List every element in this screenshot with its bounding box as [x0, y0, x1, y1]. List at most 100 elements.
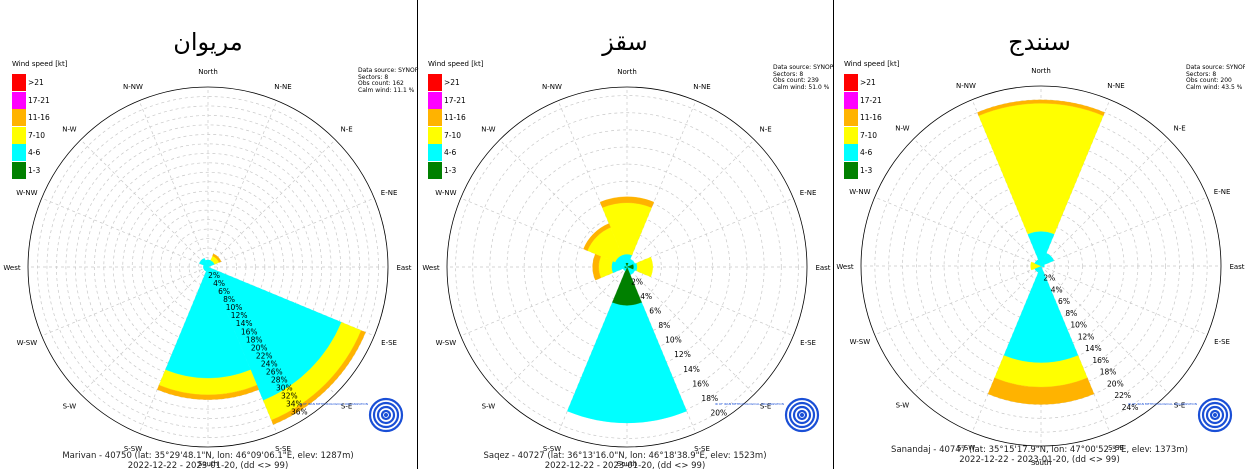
- legend-item: 11-16: [12, 109, 52, 126]
- tick-label: 20%: [711, 408, 728, 417]
- meteorological-organization-logo-icon: IR OF IRAN METEOROLOGICAL ORGANIZATION: [299, 399, 402, 431]
- legend-item: 11-16: [844, 109, 884, 126]
- tick-label: 22%: [1114, 391, 1131, 400]
- legend-swatch: [844, 144, 858, 161]
- logo-text: IR OF IRAN METEOROLOGICAL ORGANIZATION: [715, 402, 784, 406]
- legend-label: 4-6: [444, 148, 456, 157]
- tick-label: 8%: [1065, 309, 1077, 318]
- legend-swatch: [12, 92, 26, 109]
- legend-label: 17-21: [444, 96, 466, 105]
- tick-label: 6%: [1058, 297, 1070, 306]
- footer-line: 2022-12-22 - 2023-01-20, (dd <> 99): [418, 462, 832, 471]
- legend-label: 7-10: [860, 131, 877, 140]
- legend-label: 11-16: [28, 113, 50, 122]
- chart-title: سنندج: [834, 28, 1245, 56]
- legend-item: >21: [844, 74, 884, 91]
- legend-swatch: [844, 162, 858, 179]
- legend-swatch: [12, 127, 26, 144]
- legend-title: Wind speed [kt]: [844, 60, 899, 68]
- legend-swatch: [12, 144, 26, 161]
- tick-label: 2%: [631, 278, 643, 287]
- direction-label: W-SW: [17, 339, 38, 347]
- direction-label: S-W: [896, 402, 910, 410]
- legend-swatch: [428, 92, 442, 109]
- direction-label: E-SE: [1214, 338, 1230, 346]
- chart-title: سقز: [418, 28, 832, 56]
- tick-label: 4%: [1051, 285, 1063, 294]
- legend-swatch: [428, 74, 442, 91]
- grid-radial: [42, 198, 208, 267]
- legend-label: 4-6: [860, 148, 872, 157]
- legend-title: Wind speed [kt]: [12, 60, 67, 68]
- direction-label: East: [815, 264, 830, 272]
- tick-label: 16%: [1092, 356, 1109, 365]
- data-source-info: Data source: SYNOP Sectors: 8 Obs count:…: [773, 65, 833, 91]
- direction-label: W-NW: [849, 188, 870, 196]
- grid-radial: [208, 198, 374, 267]
- legend-item: 4-6: [428, 144, 468, 161]
- direction-label: East: [1229, 263, 1244, 271]
- station-footer: Marivan - 40750 (lat: 35°29'48.1"N, lon:…: [0, 452, 416, 471]
- direction-label: N-W: [895, 124, 909, 132]
- legend-label: 17-21: [28, 96, 50, 105]
- legend-label: >21: [28, 78, 44, 87]
- panel-divider: [417, 0, 418, 469]
- legend-item: 17-21: [844, 92, 884, 109]
- grid-radial: [627, 267, 793, 336]
- legend-swatch: [12, 109, 26, 126]
- legend-item: 1-3: [12, 162, 52, 179]
- direction-label: West: [422, 264, 439, 272]
- legend-item: 7-10: [844, 127, 884, 144]
- direction-label: S-W: [482, 403, 496, 411]
- data-source-info: Data source: SYNOP Sectors: 8 Obs count:…: [1186, 65, 1245, 91]
- panel-divider: [833, 0, 834, 469]
- legend-item: 7-10: [428, 127, 468, 144]
- legend-title: Wind speed [kt]: [428, 60, 483, 68]
- direction-label: E-NE: [800, 189, 817, 197]
- tick-label: 16%: [692, 379, 709, 388]
- legend-swatch: [12, 162, 26, 179]
- footer-line: 2022-12-22 - 2023-01-20, (dd <> 99): [0, 462, 416, 471]
- direction-label: S-W: [63, 403, 77, 411]
- tick-label: 2%: [1043, 274, 1055, 283]
- tick-label: 10%: [1070, 321, 1087, 330]
- logo-text: IR OF IRAN METEOROLOGICAL ORGANIZATION: [299, 402, 368, 406]
- footer-line: 2022-12-22 - 2023-01-20, (dd <> 99): [834, 456, 1245, 466]
- direction-label: North: [617, 68, 637, 76]
- direction-label: E-SE: [381, 339, 397, 347]
- legend-item: 1-3: [844, 162, 884, 179]
- direction-label: N-E: [1173, 124, 1185, 132]
- direction-label: N-W: [62, 125, 76, 133]
- legend-swatch: [428, 162, 442, 179]
- legend-item: 7-10: [12, 127, 52, 144]
- tick-label: 8%: [658, 321, 670, 330]
- legend-item: 4-6: [12, 144, 52, 161]
- grid-radial: [81, 140, 208, 267]
- legend-swatch: [428, 109, 442, 126]
- station-footer: Sanandaj - 40747 (lat: 35°15'17.9"N, lon…: [834, 446, 1245, 465]
- grid-radial: [208, 101, 277, 267]
- legend-swatch: [844, 74, 858, 91]
- legend-swatch: [428, 127, 442, 144]
- legend-item: 17-21: [12, 92, 52, 109]
- grid-radial: [139, 101, 208, 267]
- direction-label: N-NW: [123, 83, 143, 91]
- direction-label: N-NE: [1107, 82, 1124, 90]
- direction-label: West: [836, 263, 853, 271]
- grid-radial: [875, 266, 1041, 335]
- chart-title: مریوان: [0, 28, 416, 56]
- tick-label: 6%: [649, 307, 661, 316]
- meteorological-organization-logo-icon: IR OF IRAN METEOROLOGICAL ORGANIZATION: [715, 399, 818, 431]
- tick-label: 4%: [640, 292, 652, 301]
- direction-label: N-W: [481, 125, 495, 133]
- legend-item: >21: [428, 74, 468, 91]
- wind-rose-svg: 2%4%6%8%10%12%14%16%18%20%NorthN-NEN-EE-…: [418, 0, 832, 469]
- legend-label: 17-21: [860, 96, 882, 105]
- legend-label: 1-3: [444, 166, 456, 175]
- legend-swatch: [428, 144, 442, 161]
- legend-label: 1-3: [860, 166, 872, 175]
- direction-label: W-NW: [16, 189, 37, 197]
- tick-label: 18%: [1100, 368, 1117, 377]
- logo-text: IR OF IRAN METEOROLOGICAL ORGANIZATION: [1128, 402, 1197, 406]
